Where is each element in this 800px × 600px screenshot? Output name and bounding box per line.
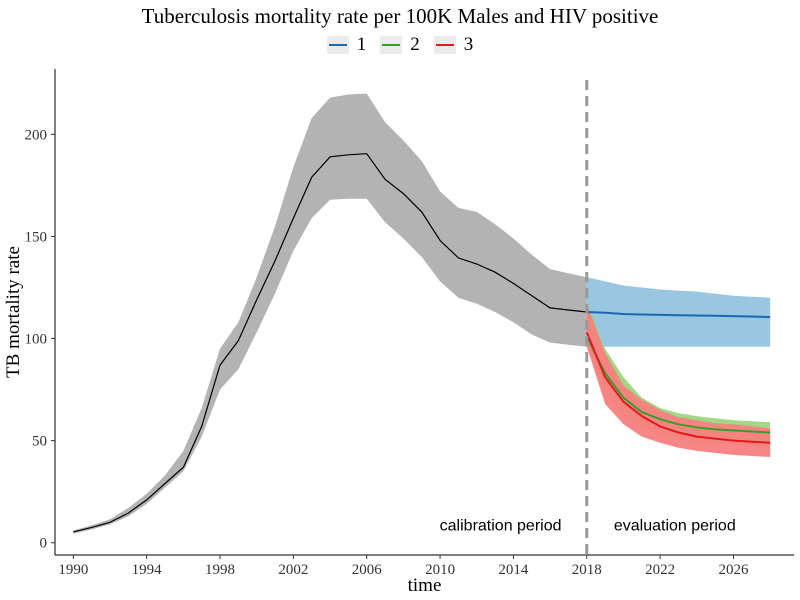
chart-title: Tuberculosis mortality rate per 100K Mal… [141,4,659,28]
legend-item-1: 1 [326,34,367,56]
x-tick-label: 2006 [352,562,383,578]
x-tick-label: 2010 [425,562,455,578]
x-tick-label: 1998 [205,562,235,578]
line-series-1 [586,311,771,319]
annotations: calibration period evaluation period [440,517,736,534]
band-series-3 [586,303,771,457]
legend-label-2: 2 [410,34,420,55]
x-tick-label: 2002 [278,562,308,578]
legend-item-3: 3 [433,34,474,56]
confidence-bands [73,93,771,534]
legend-label-1: 1 [356,34,367,55]
x-tick-label: 2018 [572,562,602,578]
legend-key-3 [433,36,456,54]
x-tick-label: 2026 [718,562,749,578]
band-calibration [73,93,587,534]
x-axis-title: time [408,575,442,596]
evaluation-period-label: evaluation period [614,517,736,534]
y-tick-label: 150 [25,229,48,245]
legend-key-2 [380,36,403,54]
y-axis-title: TB mortality rate [3,246,24,378]
y-tick-label: 200 [25,127,48,143]
band-series-1 [586,277,771,347]
line-series-3 [585,332,771,444]
axes: 1990 1994 1998 2002 2006 2010 2014 2018 2022 2026… [25,69,794,578]
calibration-period-label: calibration period [440,517,562,534]
line-series-2 [585,336,771,434]
y-tick-label: 0 [40,536,48,552]
series-lines [73,153,771,533]
y-tick-label: 100 [25,332,48,348]
y-tick-label: 50 [32,434,47,450]
legend: 1 2 3 [0,34,800,56]
x-tick-label: 2022 [645,562,675,578]
x-tick-label: 1990 [58,562,88,578]
x-tick-label: 1994 [132,562,163,578]
x-tick-label: 2014 [498,562,529,578]
line-calibration [73,153,587,533]
legend-key-1 [326,36,349,54]
legend-item-2: 2 [380,34,420,56]
legend-label-3: 3 [463,34,474,55]
